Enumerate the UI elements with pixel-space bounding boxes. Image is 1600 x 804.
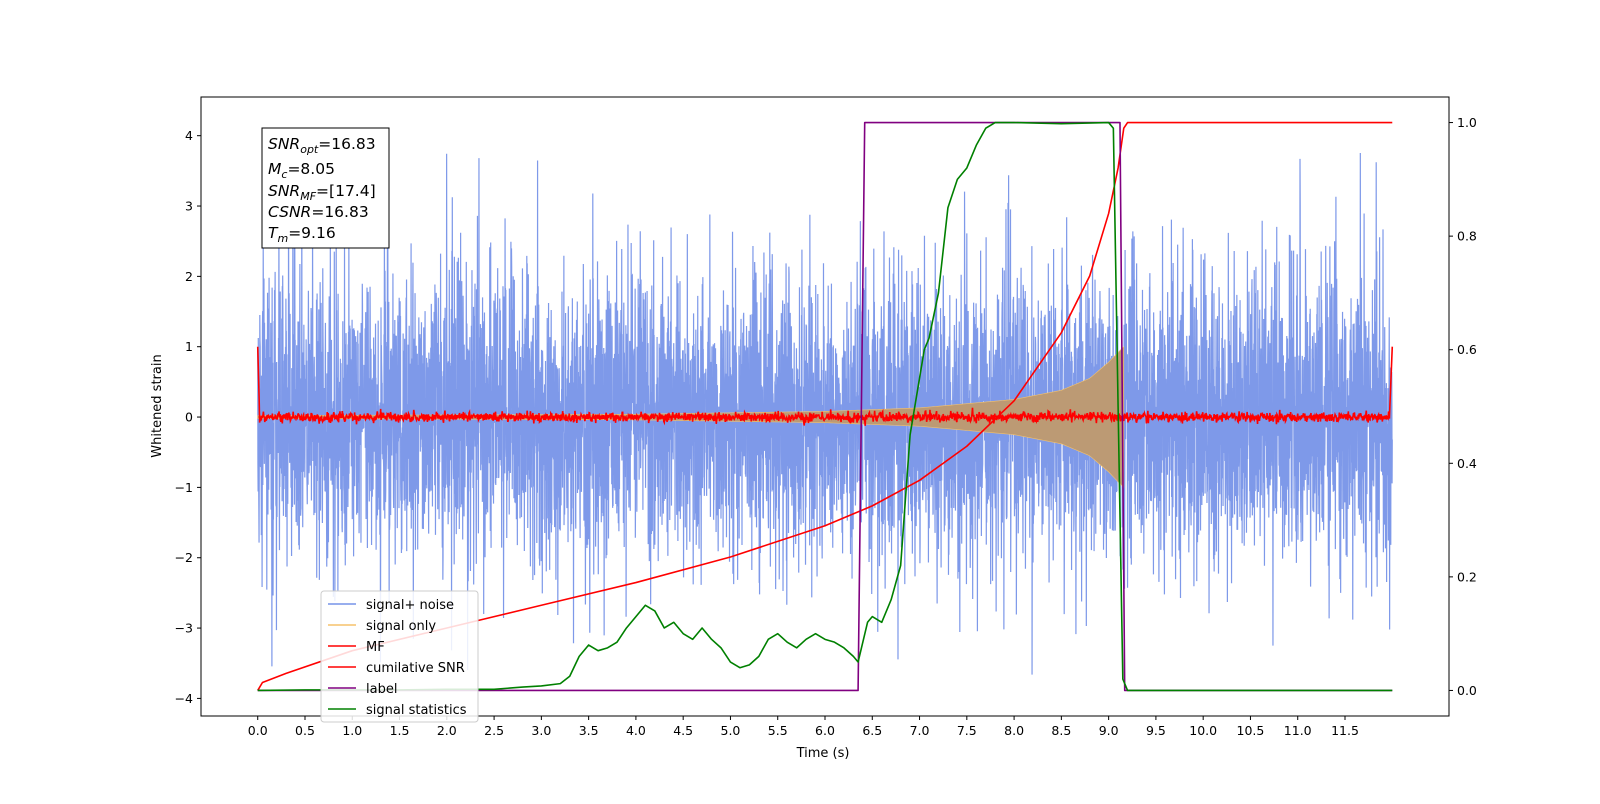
y-tick-label-left: −4 xyxy=(175,691,193,706)
x-tick-label: 11.0 xyxy=(1284,723,1312,738)
x-tick-label: 0.0 xyxy=(248,723,268,738)
info-snr-mf: SNRMF=[17.4] xyxy=(268,182,376,203)
legend: signal+ noise signal only MF cumilative … xyxy=(320,590,479,723)
y-tick-label-left: −2 xyxy=(175,550,193,565)
y-tick-label-right: 0.4 xyxy=(1457,456,1477,471)
info-mc: Mc=8.05 xyxy=(268,160,335,181)
info-tm: Tm=9.16 xyxy=(268,224,336,245)
x-tick-label: 6.0 xyxy=(815,723,835,738)
x-tick-label: 5.5 xyxy=(768,723,788,738)
y-tick-label-left: 2 xyxy=(185,269,193,284)
y-tick-label-left: 0 xyxy=(185,410,193,425)
y-tick-label-right: 0.8 xyxy=(1457,229,1477,244)
x-tick-label: 7.0 xyxy=(910,723,930,738)
x-tick-label: 9.0 xyxy=(1099,723,1119,738)
legend-label-signal-statistics: signal statistics xyxy=(366,703,467,718)
y-tick-label-left: 4 xyxy=(185,128,193,143)
x-tick-label: 0.5 xyxy=(295,723,315,738)
y-tick-label-right: 0.2 xyxy=(1457,569,1477,584)
y-tick-label-left: −1 xyxy=(175,480,193,495)
legend-label-label: label xyxy=(366,682,397,697)
x-tick-label: 11.5 xyxy=(1331,723,1359,738)
x-tick-label: 10.5 xyxy=(1237,723,1265,738)
x-tick-label: 4.0 xyxy=(626,723,646,738)
y-tick-label-left: 3 xyxy=(185,199,193,214)
x-tick-label: 7.5 xyxy=(957,723,977,738)
legend-label-signal-only: signal only xyxy=(366,619,436,634)
y-axis-left: 4 3 2 1 0 −1 −2 −3 −4 xyxy=(175,128,201,706)
y-axis-right: 1.0 0.8 0.6 0.4 0.2 0.0 xyxy=(1449,115,1477,698)
x-tick-label: 6.5 xyxy=(862,723,882,738)
y-tick-label-left: −3 xyxy=(175,621,193,636)
x-tick-label: 1.0 xyxy=(342,723,362,738)
y-tick-label-right: 0.6 xyxy=(1457,342,1477,357)
x-tick-label: 2.5 xyxy=(484,723,504,738)
x-tick-label: 2.0 xyxy=(437,723,457,738)
x-tick-label: 9.5 xyxy=(1146,723,1166,738)
x-axis-label: Time (s) xyxy=(796,746,850,761)
info-box: SNRopt=16.83 Mc=8.05 SNRMF=[17.4] CSNR=1… xyxy=(261,127,390,249)
legend-label-mf: MF xyxy=(366,640,385,655)
x-axis: 0.0 0.5 1.0 1.5 2.0 2.5 3.0 3.5 4.0 4.5 5.0 5.5 6.0 6… xyxy=(248,716,1359,738)
legend-frame xyxy=(320,590,479,723)
x-tick-label: 10.0 xyxy=(1189,723,1217,738)
x-tick-label: 3.5 xyxy=(579,723,599,738)
x-tick-label: 8.0 xyxy=(1004,723,1024,738)
x-tick-label: 4.5 xyxy=(673,723,693,738)
x-tick-label: 5.0 xyxy=(721,723,741,738)
series-signal-noise xyxy=(257,152,1393,675)
y-tick-label-right: 0.0 xyxy=(1457,683,1477,698)
y-tick-label-left: 1 xyxy=(185,339,193,354)
x-tick-label: 8.5 xyxy=(1051,723,1071,738)
series-signal-statistics xyxy=(257,121,1393,692)
info-box-frame xyxy=(261,127,390,249)
x-tick-label: 1.5 xyxy=(390,723,410,738)
series-mf xyxy=(256,346,1394,426)
info-snr-opt: SNRopt=16.83 xyxy=(268,135,376,156)
y-axis-label: Whitened strain xyxy=(150,354,165,457)
info-csnr: CSNR=16.83 xyxy=(268,203,369,221)
legend-label-cumulative-snr: cumilative SNR xyxy=(366,661,465,676)
x-tick-label: 3.0 xyxy=(531,723,551,738)
y-tick-label-right: 1.0 xyxy=(1457,115,1477,130)
legend-label-signal-noise: signal+ noise xyxy=(366,598,454,613)
